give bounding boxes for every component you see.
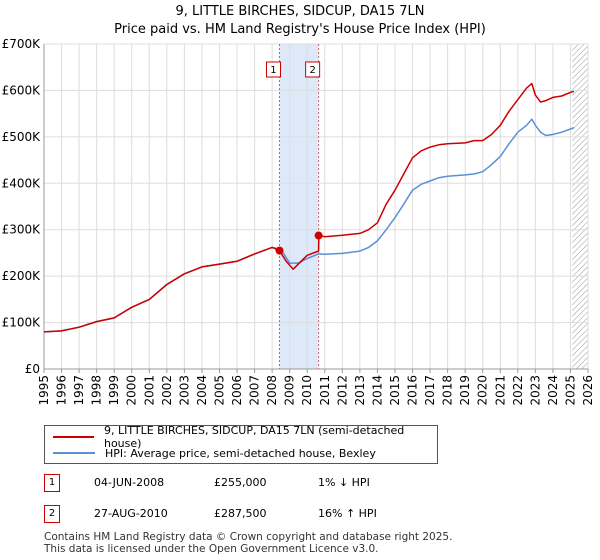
- x-tick-label: 2016: [406, 375, 420, 406]
- property-price-line: [43, 82, 575, 333]
- legend-label-hpi: HPI: Average price, semi-detached house,…: [105, 446, 376, 460]
- y-tick-label: £0: [25, 362, 40, 376]
- legend-swatch-property: [53, 436, 94, 438]
- y-tick-label: £100K: [2, 316, 42, 330]
- transaction-hpi-diff: 16% ↑ HPI: [318, 507, 377, 520]
- transaction-number-badge: 1: [44, 474, 60, 492]
- legend-item-hpi: HPI: Average price, semi-detached house,…: [53, 445, 376, 461]
- transaction-hpi-diff: 1% ↓ HPI: [318, 476, 370, 489]
- x-tick-label: 2011: [318, 375, 332, 406]
- price-chart: £0 £100K £200K £300K £400K £500K £600K £700K 199…: [2, 37, 595, 406]
- x-tick-label: 2005: [212, 375, 226, 406]
- x-tick-label: 2012: [335, 375, 349, 406]
- chart-subtitle: Price paid vs. HM Land Registry's House …: [114, 22, 486, 37]
- transaction-date: 04-JUN-2008: [94, 476, 165, 489]
- x-tick-label: 2024: [546, 375, 560, 406]
- x-tick-label: 2000: [125, 375, 139, 406]
- legend-label-property: 9, LITTLE BIRCHES, SIDCUP, DA15 7LN (sem…: [103, 424, 405, 450]
- x-tick-label: 2002: [160, 375, 174, 406]
- x-tick-label: 2013: [353, 375, 367, 406]
- x-tick-label: 2014: [370, 375, 384, 406]
- y-tick-label: £700K: [2, 37, 42, 51]
- x-tick-label: 2020: [476, 375, 490, 406]
- legend: 9, LITTLE BIRCHES, SIDCUP, DA15 7LN (sem…: [44, 424, 438, 464]
- x-tick-label: 2008: [265, 375, 279, 406]
- x-tick-label: 1998: [90, 375, 104, 406]
- x-tick-label: 2018: [441, 375, 455, 406]
- x-tick-label: 2003: [177, 375, 191, 406]
- x-tick-label: 2019: [458, 375, 472, 406]
- x-tick-label: 1997: [72, 375, 86, 406]
- footer-line: This data is licensed under the Open Gov…: [44, 543, 379, 555]
- y-tick-label: £300K: [2, 223, 42, 237]
- marker-label: 2: [309, 65, 315, 76]
- sale-point: [314, 231, 323, 240]
- transaction-price: £287,500: [214, 507, 267, 520]
- x-tick-label: 1999: [107, 375, 121, 406]
- y-tick-label: £200K: [2, 269, 42, 283]
- y-tick-label: £400K: [2, 176, 42, 190]
- marker-label: 1: [270, 65, 276, 76]
- sale-point: [275, 246, 284, 255]
- x-tick-label: 2022: [511, 375, 525, 406]
- x-tick-label: 2015: [388, 375, 402, 406]
- x-tick-label: 2017: [423, 375, 437, 406]
- y-tick-label: £600K: [2, 83, 42, 97]
- footer-line: Contains HM Land Registry data © Crown c…: [44, 531, 453, 543]
- marker-label-box: [305, 61, 321, 78]
- x-tick-label: 2026: [581, 375, 595, 406]
- x-tick-label: 2021: [493, 375, 507, 406]
- x-tick-label: 2025: [563, 375, 577, 406]
- x-tick-label: 2023: [528, 375, 542, 406]
- x-tick-label: 2007: [248, 375, 262, 406]
- x-tick-label: 2009: [283, 375, 297, 406]
- forecast-hatch-region: [572, 44, 588, 369]
- y-tick-label: £500K: [2, 130, 42, 144]
- x-tick-label: 2001: [142, 375, 156, 406]
- legend-item-property: 9, LITTLE BIRCHES, SIDCUP, DA15 7LN (sem…: [53, 424, 437, 450]
- transaction-date: 27-AUG-2010: [94, 507, 168, 520]
- footer-attribution: Contains HM Land Registry data © Crown c…: [44, 531, 452, 555]
- transaction-price: £255,000: [214, 476, 267, 489]
- ownership-period-shade: [279, 44, 319, 369]
- x-tick-label: 1995: [37, 375, 51, 406]
- marker-label-box: [265, 61, 281, 78]
- transaction-number-badge: 2: [44, 505, 60, 523]
- x-tick-label: 1996: [55, 375, 69, 406]
- x-tick-label: 2004: [195, 375, 209, 406]
- legend-swatch-hpi: [53, 452, 95, 454]
- x-tick-label: 2006: [230, 375, 244, 406]
- chart-title: 9, LITTLE BIRCHES, SIDCUP, DA15 7LN: [175, 4, 425, 19]
- x-tick-label: 2010: [300, 375, 314, 406]
